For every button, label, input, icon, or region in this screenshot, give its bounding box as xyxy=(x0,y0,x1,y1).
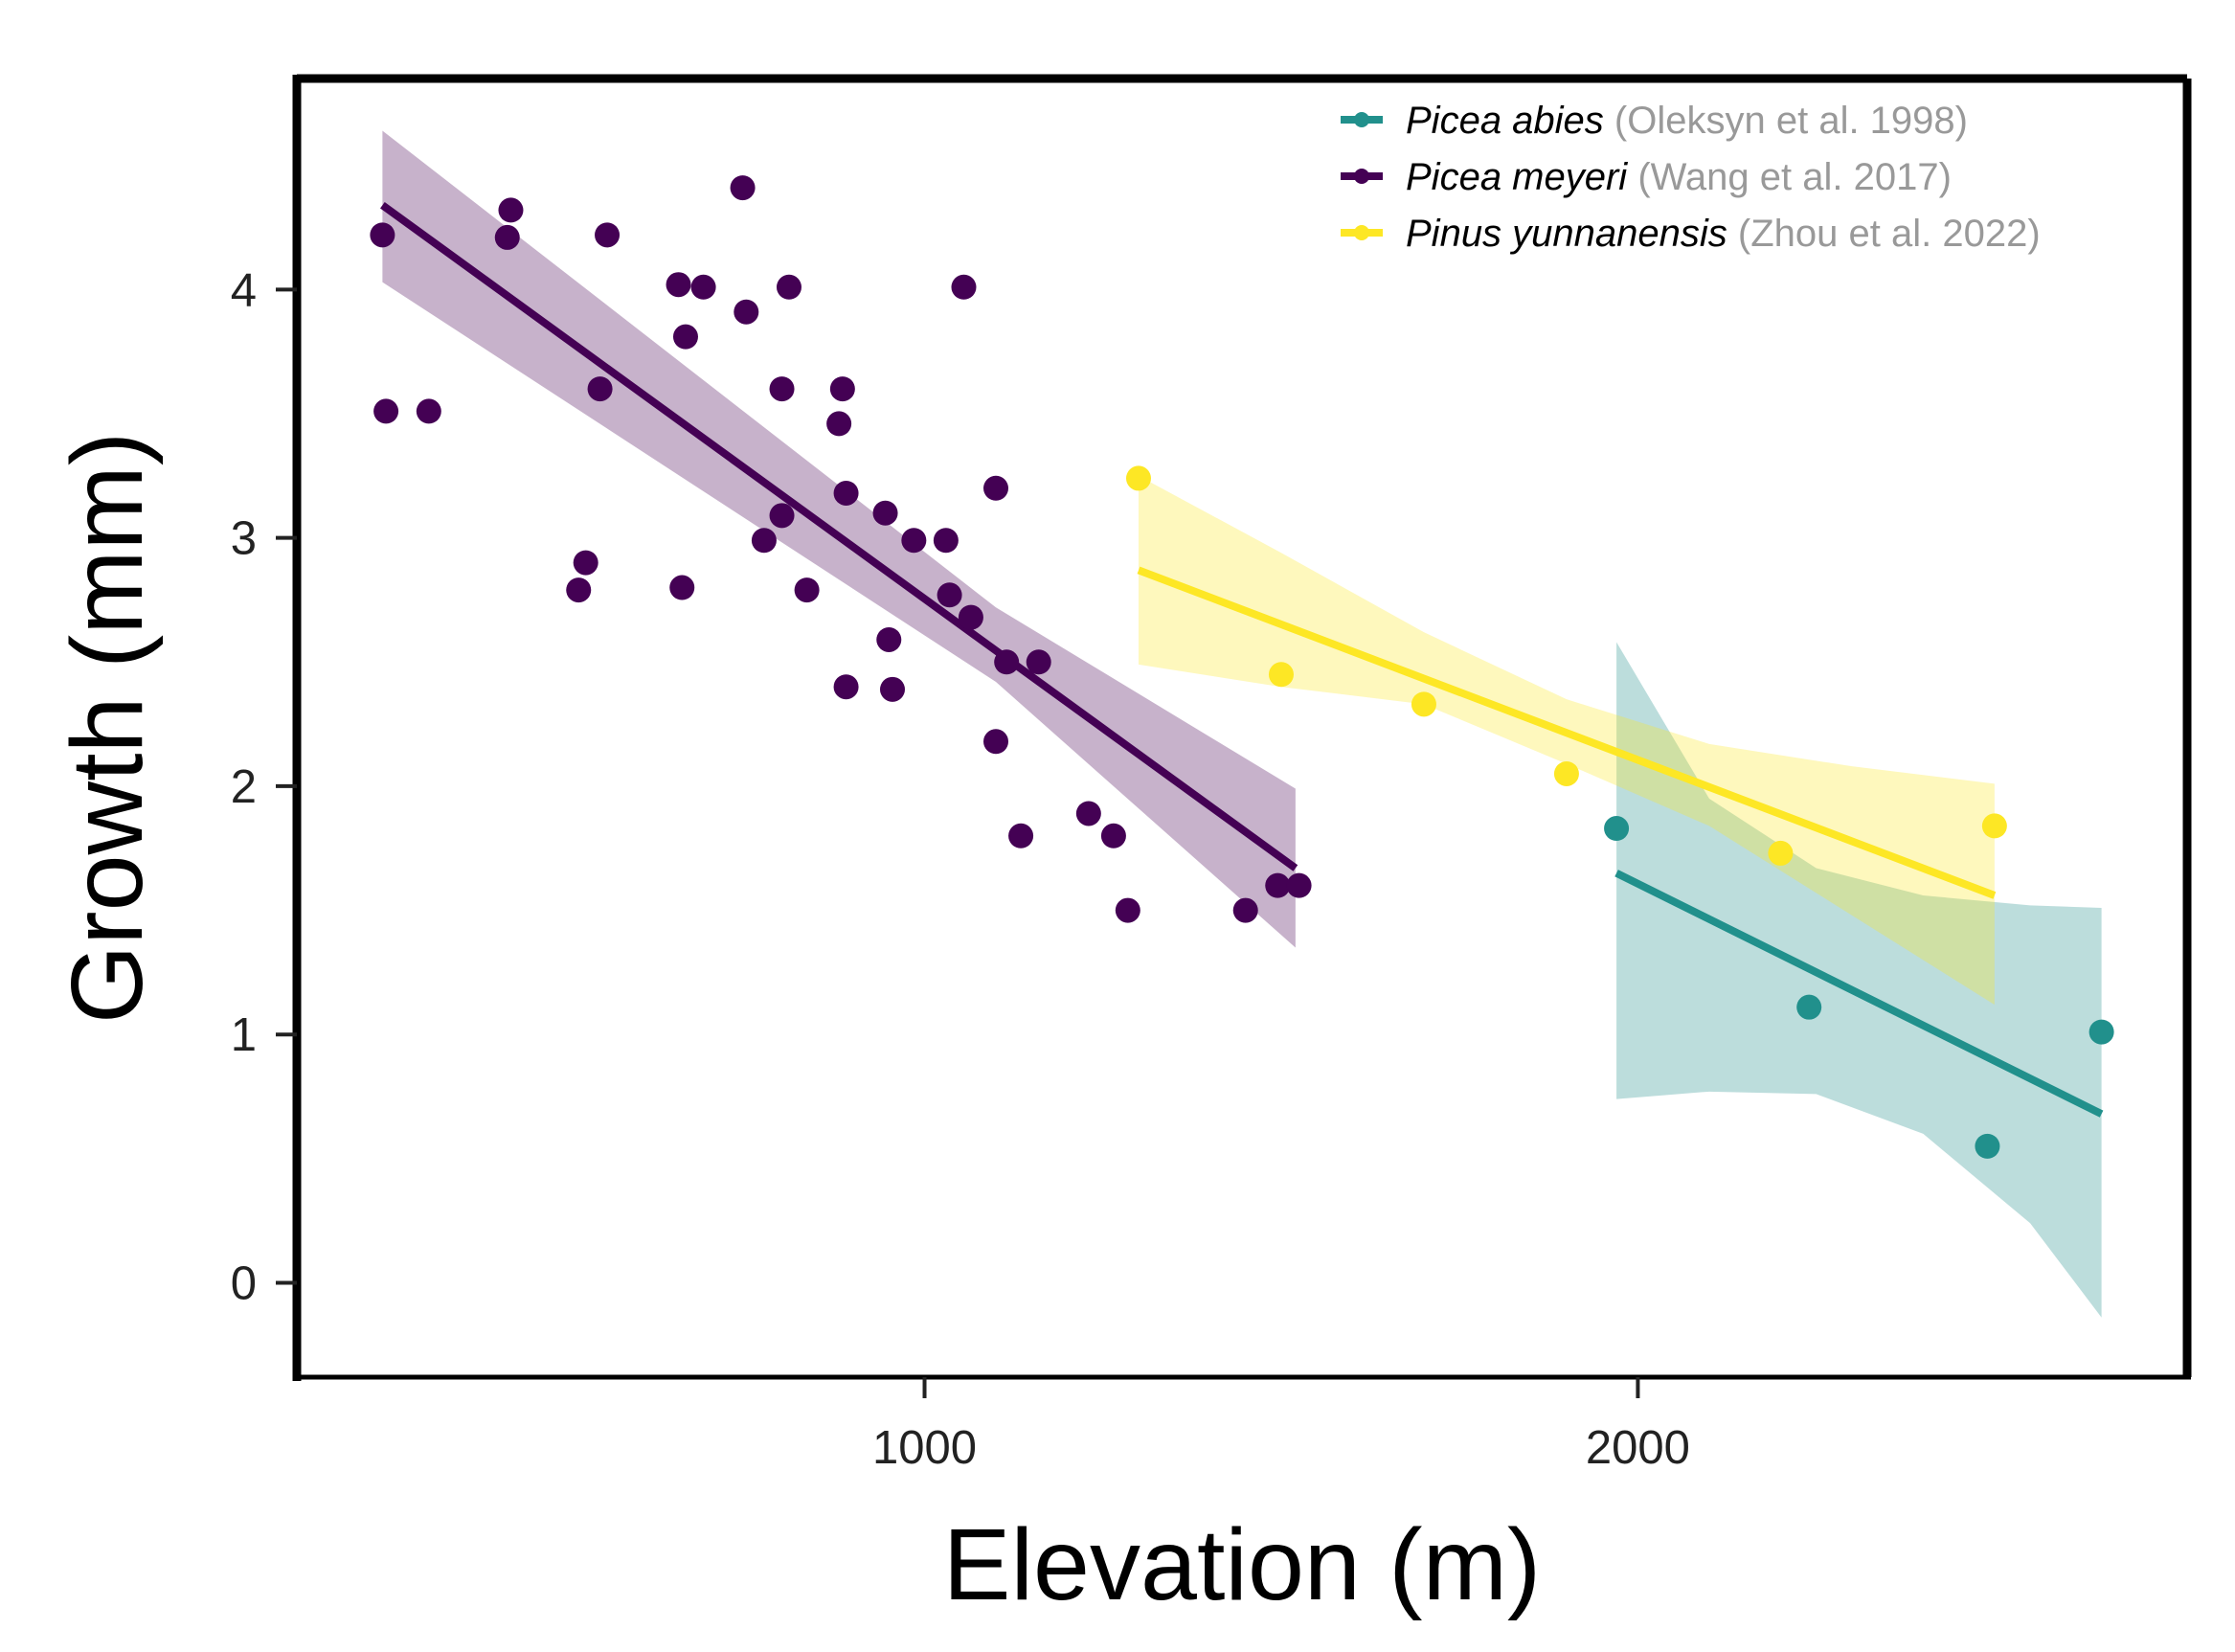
y-tick-label-4: 4 xyxy=(231,264,257,316)
point-picea-meyeri-32 xyxy=(983,475,1009,501)
point-picea-meyeri-3 xyxy=(494,224,520,250)
point-picea-meyeri-36 xyxy=(1026,649,1051,675)
point-picea-meyeri-24 xyxy=(872,500,898,526)
point-picea-meyeri-19 xyxy=(794,577,820,603)
fit-line-picea-abies xyxy=(1614,870,2104,1118)
y-tick-label-3: 3 xyxy=(231,513,257,565)
point-picea-meyeri-31 xyxy=(958,604,983,630)
fit-line-picea-meyeri xyxy=(380,201,1298,871)
point-picea-meyeri-10 xyxy=(669,575,695,600)
y-tick-label-1: 1 xyxy=(231,1009,257,1061)
point-picea-meyeri-6 xyxy=(573,550,598,576)
point-picea-abies-1 xyxy=(1796,994,1822,1020)
axes: 0 1 2 3 4 1000 2000 xyxy=(231,74,2192,1474)
confidence-bands xyxy=(382,130,2102,1318)
legend-label-picea-abies: Picea abies (Oleksyn et al. 1998) xyxy=(1406,100,1968,142)
point-pinus-yunnanensis-4 xyxy=(1768,840,1794,866)
point-picea-meyeri-41 xyxy=(1265,872,1291,898)
point-picea-meyeri-27 xyxy=(901,528,927,554)
y-tick-label-0: 0 xyxy=(231,1257,257,1309)
x-tick-label-1000: 1000 xyxy=(872,1422,977,1474)
point-pinus-yunnanensis-1 xyxy=(1268,662,1294,688)
point-picea-meyeri-20 xyxy=(826,411,852,437)
point-pinus-yunnanensis-2 xyxy=(1411,691,1436,717)
point-picea-meyeri-38 xyxy=(1100,823,1126,849)
fit-line-pinus-yunnanensis xyxy=(1137,566,1997,899)
legend-source-picea-meyeri: (Wang et al. 2017) xyxy=(1637,156,1952,198)
legend-source-picea-abies: (Oleksyn et al. 1998) xyxy=(1614,100,1968,142)
point-picea-meyeri-25 xyxy=(876,626,902,652)
point-picea-meyeri-4 xyxy=(498,197,524,223)
y-axis-title: Growth (mm) xyxy=(51,432,164,1024)
point-picea-meyeri-28 xyxy=(933,528,959,554)
legend: Picea abies (Oleksyn et al. 1998) Picea m… xyxy=(1341,100,2041,255)
y-tick-label-2: 2 xyxy=(231,761,257,813)
point-picea-meyeri-12 xyxy=(690,274,716,300)
x-axis-title: Elevation (m) xyxy=(943,1508,1541,1621)
legend-label-picea-meyeri: Picea meyeri (Wang et al. 2017) xyxy=(1406,156,1952,198)
point-picea-meyeri-7 xyxy=(587,376,613,402)
point-pinus-yunnanensis-0 xyxy=(1125,465,1151,491)
point-picea-meyeri-2 xyxy=(416,398,441,424)
legend-marker-picea-abies xyxy=(1354,112,1369,127)
legend-source-pinus-yunnanensis: (Zhou et al. 2022) xyxy=(1738,213,2041,255)
point-picea-meyeri-1 xyxy=(373,398,399,424)
point-picea-meyeri-34 xyxy=(994,649,1020,675)
point-picea-meyeri-11 xyxy=(672,324,698,350)
x-tick-label-2000: 2000 xyxy=(1586,1422,1690,1474)
point-picea-meyeri-9 xyxy=(666,272,691,298)
point-picea-meyeri-29 xyxy=(937,582,962,608)
point-picea-meyeri-23 xyxy=(833,674,859,700)
legend-species-pinus-yunnanensis: Pinus yunnanensis xyxy=(1406,213,1738,255)
point-picea-meyeri-22 xyxy=(833,480,859,506)
data-points xyxy=(370,175,2114,1159)
point-picea-meyeri-21 xyxy=(829,376,855,402)
point-picea-meyeri-37 xyxy=(1075,801,1101,826)
point-picea-meyeri-30 xyxy=(951,274,977,300)
point-picea-meyeri-16 xyxy=(769,503,795,529)
point-picea-meyeri-35 xyxy=(1008,823,1034,849)
regression-lines xyxy=(380,201,2104,1118)
legend-species-picea-abies: Picea abies xyxy=(1406,100,1614,142)
point-pinus-yunnanensis-3 xyxy=(1553,760,1579,786)
point-picea-meyeri-8 xyxy=(595,222,621,248)
point-picea-meyeri-17 xyxy=(769,376,795,402)
point-picea-meyeri-0 xyxy=(370,222,395,248)
point-picea-meyeri-26 xyxy=(879,676,905,702)
legend-label-pinus-yunnanensis: Pinus yunnanensis (Zhou et al. 2022) xyxy=(1406,213,2041,255)
point-picea-abies-0 xyxy=(1604,816,1630,842)
legend-species-picea-meyeri: Picea meyeri xyxy=(1406,156,1637,198)
legend-marker-pinus-yunnanensis xyxy=(1354,225,1369,240)
point-picea-meyeri-33 xyxy=(983,729,1009,755)
point-picea-meyeri-14 xyxy=(734,299,759,325)
point-picea-meyeri-39 xyxy=(1115,897,1140,923)
legend-marker-picea-meyeri xyxy=(1354,169,1369,184)
point-picea-abies-2 xyxy=(1975,1133,2000,1159)
point-picea-meyeri-5 xyxy=(566,577,592,603)
point-picea-abies-3 xyxy=(2088,1019,2114,1045)
point-pinus-yunnanensis-5 xyxy=(1981,813,2007,839)
point-picea-meyeri-13 xyxy=(730,175,756,201)
point-picea-meyeri-42 xyxy=(1286,872,1312,898)
point-picea-meyeri-18 xyxy=(776,274,801,300)
band-pinus-yunnanensis xyxy=(1138,475,1995,1006)
point-picea-meyeri-40 xyxy=(1232,897,1258,923)
point-picea-meyeri-15 xyxy=(751,528,777,554)
